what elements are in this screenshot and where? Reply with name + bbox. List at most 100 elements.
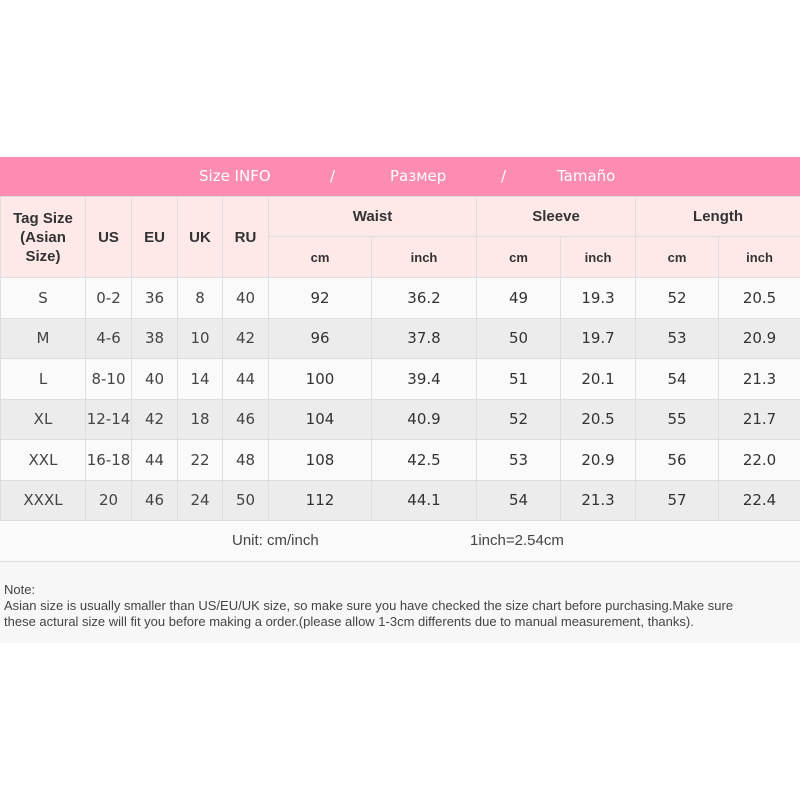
cell-waist-in: 36.2 <box>370 277 478 319</box>
cell-tag: L <box>0 358 86 400</box>
cell-waist-in: 44.1 <box>370 479 478 521</box>
cell-waist-cm: 104 <box>268 398 372 440</box>
table-row: XXL 16-18 44 22 48 108 42.5 53 20.9 56 22.0 <box>0 439 800 481</box>
header-length: Length <box>635 196 800 237</box>
cell-sleeve-in: 20.9 <box>560 439 637 481</box>
header-us: US <box>85 196 132 278</box>
cell-sleeve-cm: 54 <box>476 479 562 521</box>
cell-us: 0-2 <box>85 277 132 319</box>
note-line-2: these actural size will fit you before m… <box>4 614 694 629</box>
cell-waist-cm: 112 <box>268 479 372 521</box>
cell-length-in: 22.4 <box>718 479 800 521</box>
cell-sleeve-cm: 51 <box>476 358 562 400</box>
banner-size-info: Size INFO <box>199 167 271 185</box>
header-ru: RU <box>222 196 269 278</box>
cell-length-in: 21.3 <box>718 358 800 400</box>
cell-tag: S <box>0 277 86 319</box>
cell-tag: XXL <box>0 439 86 481</box>
size-chart: Size INFO / Размер / Tamaño Tag Size (Asi… <box>0 157 800 643</box>
cell-waist-in: 40.9 <box>370 398 478 440</box>
cell-length-cm: 53 <box>635 317 720 359</box>
cell-eu: 38 <box>131 317 178 359</box>
cell-sleeve-in: 19.7 <box>560 317 637 359</box>
cell-length-in: 20.5 <box>718 277 800 319</box>
cell-sleeve-in: 20.5 <box>560 398 637 440</box>
header-waist-inch: inch <box>370 236 478 278</box>
table-row: XL 12-14 42 18 46 104 40.9 52 20.5 55 21.7 <box>0 398 800 440</box>
cell-ru: 40 <box>222 277 269 319</box>
cell-sleeve-in: 20.1 <box>560 358 637 400</box>
cell-uk: 8 <box>177 277 223 319</box>
cell-tag: M <box>0 317 86 359</box>
cell-waist-cm: 100 <box>268 358 372 400</box>
header-sleeve-cm: cm <box>476 236 562 278</box>
cell-length-in: 22.0 <box>718 439 800 481</box>
cell-length-cm: 57 <box>635 479 720 521</box>
cell-sleeve-cm: 53 <box>476 439 562 481</box>
cell-waist-cm: 108 <box>268 439 372 481</box>
cell-us: 4-6 <box>85 317 132 359</box>
unit-label: Unit: cm/inch <box>232 532 319 549</box>
cell-uk: 18 <box>177 398 223 440</box>
table-row: L 8-10 40 14 44 100 39.4 51 20.1 54 21.3 <box>0 358 800 400</box>
cell-sleeve-in: 19.3 <box>560 277 637 319</box>
cell-uk: 14 <box>177 358 223 400</box>
cell-length-cm: 56 <box>635 439 720 481</box>
banner-tamano: Tamaño <box>557 167 616 185</box>
cell-ru: 50 <box>222 479 269 521</box>
cell-eu: 44 <box>131 439 178 481</box>
cell-ru: 48 <box>222 439 269 481</box>
note-section: Note: Asian size is usually smaller than… <box>0 562 800 643</box>
cell-uk: 22 <box>177 439 223 481</box>
header-length-inch: inch <box>718 236 800 278</box>
cell-us: 16-18 <box>85 439 132 481</box>
cell-us: 8-10 <box>85 358 132 400</box>
table-row: XXXL 20 46 24 50 112 44.1 54 21.3 57 22.4 <box>0 479 800 521</box>
banner-separator: / <box>501 167 507 185</box>
header-waist: Waist <box>267 196 478 237</box>
cell-length-in: 21.7 <box>718 398 800 440</box>
note-line-1: Asian size is usually smaller than US/EU… <box>4 598 734 613</box>
header-uk: UK <box>177 196 223 278</box>
header-sleeve: Sleeve <box>476 196 637 237</box>
cell-waist-in: 37.8 <box>370 317 478 359</box>
note-title: Note: <box>4 582 36 597</box>
cell-length-cm: 54 <box>635 358 720 400</box>
title-banner: Size INFO / Размер / Tamaño <box>0 157 800 196</box>
header-waist-cm: cm <box>268 236 372 278</box>
cell-ru: 46 <box>222 398 269 440</box>
cell-eu: 46 <box>131 479 178 521</box>
cell-ru: 42 <box>222 317 269 359</box>
header-sleeve-inch: inch <box>560 236 637 278</box>
cell-us: 20 <box>85 479 132 521</box>
banner-separator: / <box>330 167 336 185</box>
table-row: S 0-2 36 8 40 92 36.2 49 19.3 52 20.5 <box>0 277 800 319</box>
cell-waist-in: 42.5 <box>370 439 478 481</box>
cell-length-cm: 55 <box>635 398 720 440</box>
size-table: Tag Size (Asian Size) US EU UK RU Waist S… <box>0 196 800 521</box>
unit-row: Unit: cm/inch 1inch=2.54cm <box>0 521 800 562</box>
cell-waist-cm: 96 <box>268 317 372 359</box>
tag-size-label: Tag Size <box>13 209 73 227</box>
cell-tag: XL <box>0 398 86 440</box>
cell-tag: XXXL <box>0 479 86 521</box>
cell-length-cm: 52 <box>635 277 720 319</box>
cell-sleeve-cm: 50 <box>476 317 562 359</box>
cell-eu: 42 <box>131 398 178 440</box>
cell-sleeve-in: 21.3 <box>560 479 637 521</box>
table-row: M 4-6 38 10 42 96 37.8 50 19.7 53 20.9 <box>0 317 800 359</box>
header-length-cm: cm <box>635 236 720 278</box>
cell-uk: 10 <box>177 317 223 359</box>
cell-eu: 36 <box>131 277 178 319</box>
header-tag-size: Tag Size (Asian Size) <box>0 196 86 278</box>
conversion-label: 1inch=2.54cm <box>470 532 564 549</box>
cell-us: 12-14 <box>85 398 132 440</box>
cell-eu: 40 <box>131 358 178 400</box>
cell-waist-in: 39.4 <box>370 358 478 400</box>
cell-uk: 24 <box>177 479 223 521</box>
tag-size-sub-label: (Asian Size) <box>20 228 66 265</box>
cell-waist-cm: 92 <box>268 277 372 319</box>
banner-razmer: Размер <box>390 167 447 185</box>
cell-sleeve-cm: 52 <box>476 398 562 440</box>
header-eu: EU <box>131 196 178 278</box>
